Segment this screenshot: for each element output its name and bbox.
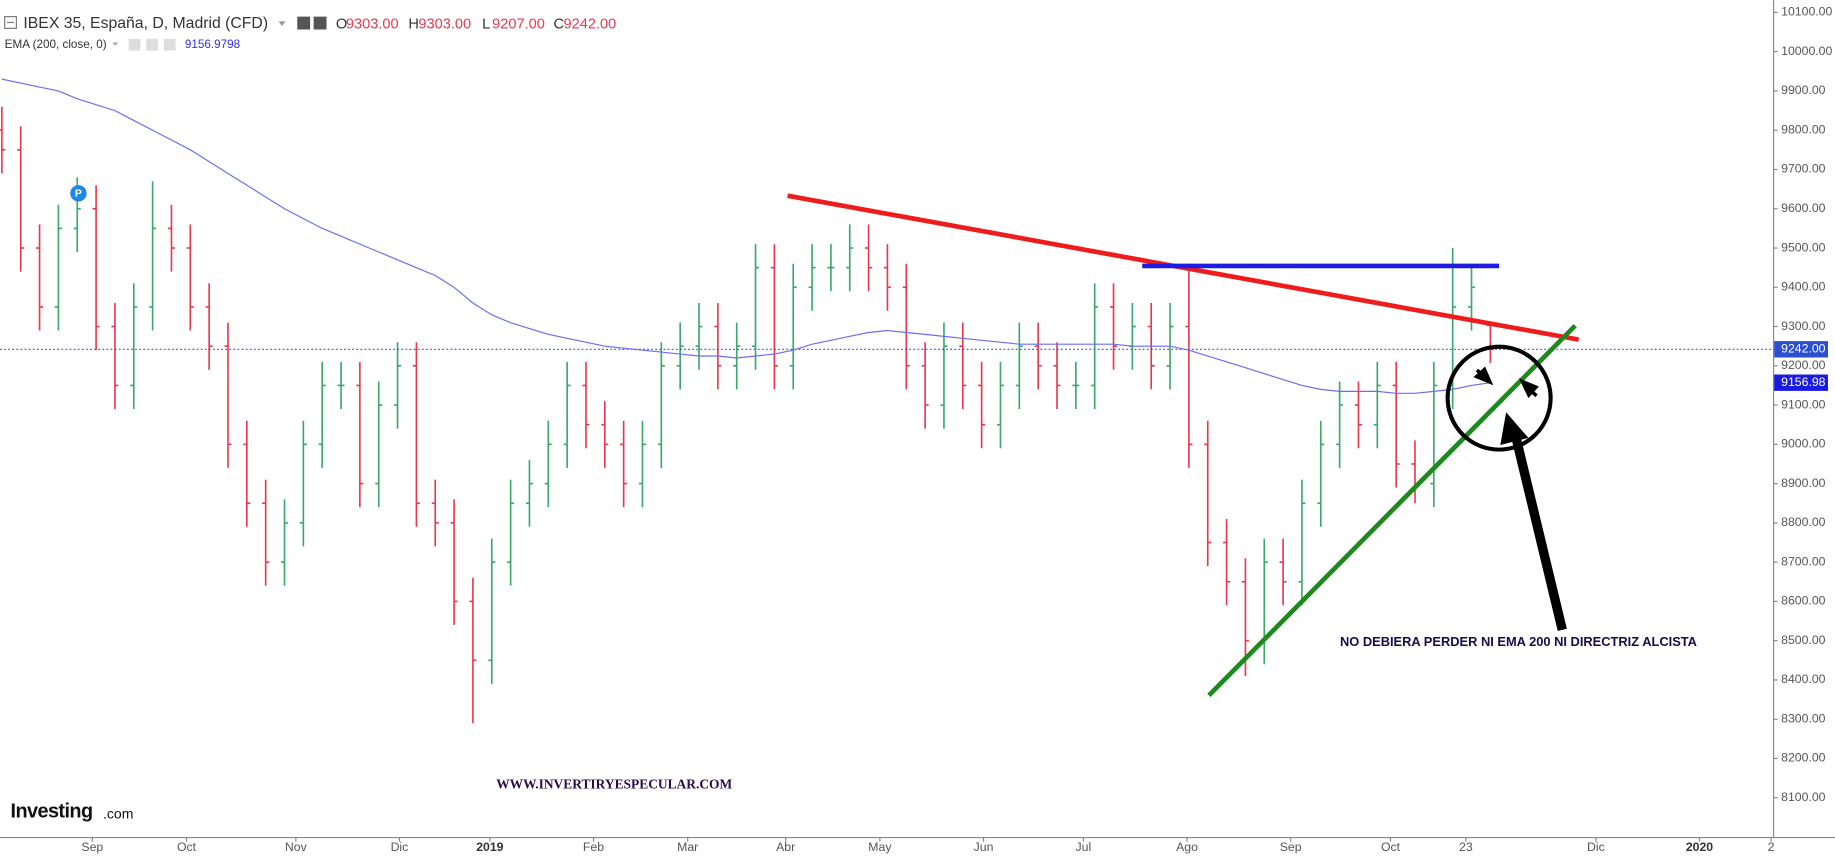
y-tick-label: 8700.00 (1781, 554, 1826, 568)
x-tick-label: Oct (1381, 840, 1401, 854)
y-tick-label: 8500.00 (1781, 633, 1826, 647)
y-tick-label: 9900.00 (1781, 83, 1826, 97)
x-tick-label: Mar (677, 840, 698, 854)
y-tick-label: 8800.00 (1781, 515, 1826, 529)
x-tick-label: Abr (776, 840, 795, 854)
x-tick-label: Ago (1176, 840, 1198, 854)
y-tick-label: 9500.00 (1781, 240, 1826, 254)
x-tick-label: Sep (81, 840, 103, 854)
ohlc-prefix: O (336, 17, 347, 33)
x-tick-label: Oct (177, 840, 197, 854)
indicator-remove-icon[interactable] (163, 38, 176, 51)
indicator-value: 9156.9798 (185, 38, 240, 51)
y-tick-label: 8600.00 (1781, 594, 1826, 608)
y-tick-label: 9800.00 (1781, 122, 1826, 136)
y-tick-label: 10100.00 (1781, 5, 1832, 19)
y-tick-label: 8200.00 (1781, 751, 1826, 765)
x-tick-label: 2 (1768, 840, 1775, 854)
x-tick-label: Feb (583, 840, 604, 854)
x-tick-label: Nov (285, 840, 308, 854)
ohlc-value: 9303.00 (418, 17, 471, 33)
small-arrow-shaft (1475, 368, 1488, 380)
indicator-settings-icon[interactable] (146, 38, 158, 51)
visibility-icon[interactable] (297, 16, 311, 30)
support-trendline (1207, 323, 1577, 698)
plot (0, 78, 1773, 724)
x-tick-label: Dic (1587, 840, 1605, 854)
settings-icon[interactable] (313, 16, 327, 30)
y-tick-label: 9000.00 (1781, 437, 1826, 451)
x-tick-label: 2020 (1686, 840, 1713, 854)
logo: Investing (11, 801, 93, 823)
ohlc-value: 9242.00 (563, 17, 616, 33)
x-tick-label: 2019 (476, 840, 503, 854)
y-tick-label: 9700.00 (1781, 162, 1826, 176)
x-tick-label: Jun (974, 840, 994, 854)
y-tick-label: 8400.00 (1781, 672, 1826, 686)
last-price-badge-label: 9242.00 (1781, 342, 1826, 356)
website-text: WWW.INVERTIRYESPECULAR.COM (496, 777, 732, 792)
y-tick-label: 9100.00 (1781, 397, 1826, 411)
collapse-icon[interactable] (4, 16, 17, 29)
ema-badge (1774, 374, 1828, 391)
logo-suffix: .com (103, 805, 133, 821)
marker-badge[interactable] (70, 185, 87, 202)
y-tick-label: 10000.00 (1781, 44, 1832, 58)
ohlc-prefix: C (554, 17, 565, 33)
arrow-head (1500, 412, 1529, 445)
highlight-circle (1445, 344, 1553, 452)
x-tick-label: Sep (1280, 840, 1302, 854)
annotation-text: NO DEBIERA PERDER NI EMA 200 NI DIRECTRI… (1340, 634, 1697, 649)
indicator-visibility-icon[interactable] (128, 38, 141, 51)
x-tick-label: 23 (1459, 840, 1473, 854)
y-tick-label: 9400.00 (1781, 280, 1826, 294)
ohlc-prefix: L (482, 17, 490, 33)
y-tick-label: 8900.00 (1781, 476, 1826, 490)
y-tick-label: 9200.00 (1781, 358, 1826, 372)
x-tick-label: May (868, 840, 892, 854)
small-arrow-shaft (1526, 386, 1538, 398)
ema-line (1, 78, 1491, 394)
y-tick-label: 8300.00 (1781, 711, 1826, 725)
ohlc-value: 9207.00 (492, 17, 545, 33)
ohlc-value: 9303.00 (346, 17, 399, 33)
y-tick-label: 8100.00 (1781, 790, 1826, 804)
arrow-shaft (1510, 434, 1567, 631)
dropdown-arrow[interactable] (278, 21, 286, 26)
ohlc-prefix: H (408, 17, 419, 33)
chart-title: IBEX 35, España, D, Madrid (CFD) (23, 15, 268, 32)
indicator-name: EMA (200, close, 0) (5, 38, 107, 51)
x-tick-label: Jul (1076, 840, 1092, 854)
ema-badge-label: 9156.98 (1781, 375, 1826, 389)
last-price-badge (1774, 341, 1828, 358)
marker-label: P (75, 188, 82, 200)
y-tick-label: 9300.00 (1781, 319, 1826, 333)
dropdown-arrow[interactable] (112, 42, 119, 46)
x-tick-label: Dic (391, 840, 409, 854)
y-tick-label: 9600.00 (1781, 201, 1826, 215)
